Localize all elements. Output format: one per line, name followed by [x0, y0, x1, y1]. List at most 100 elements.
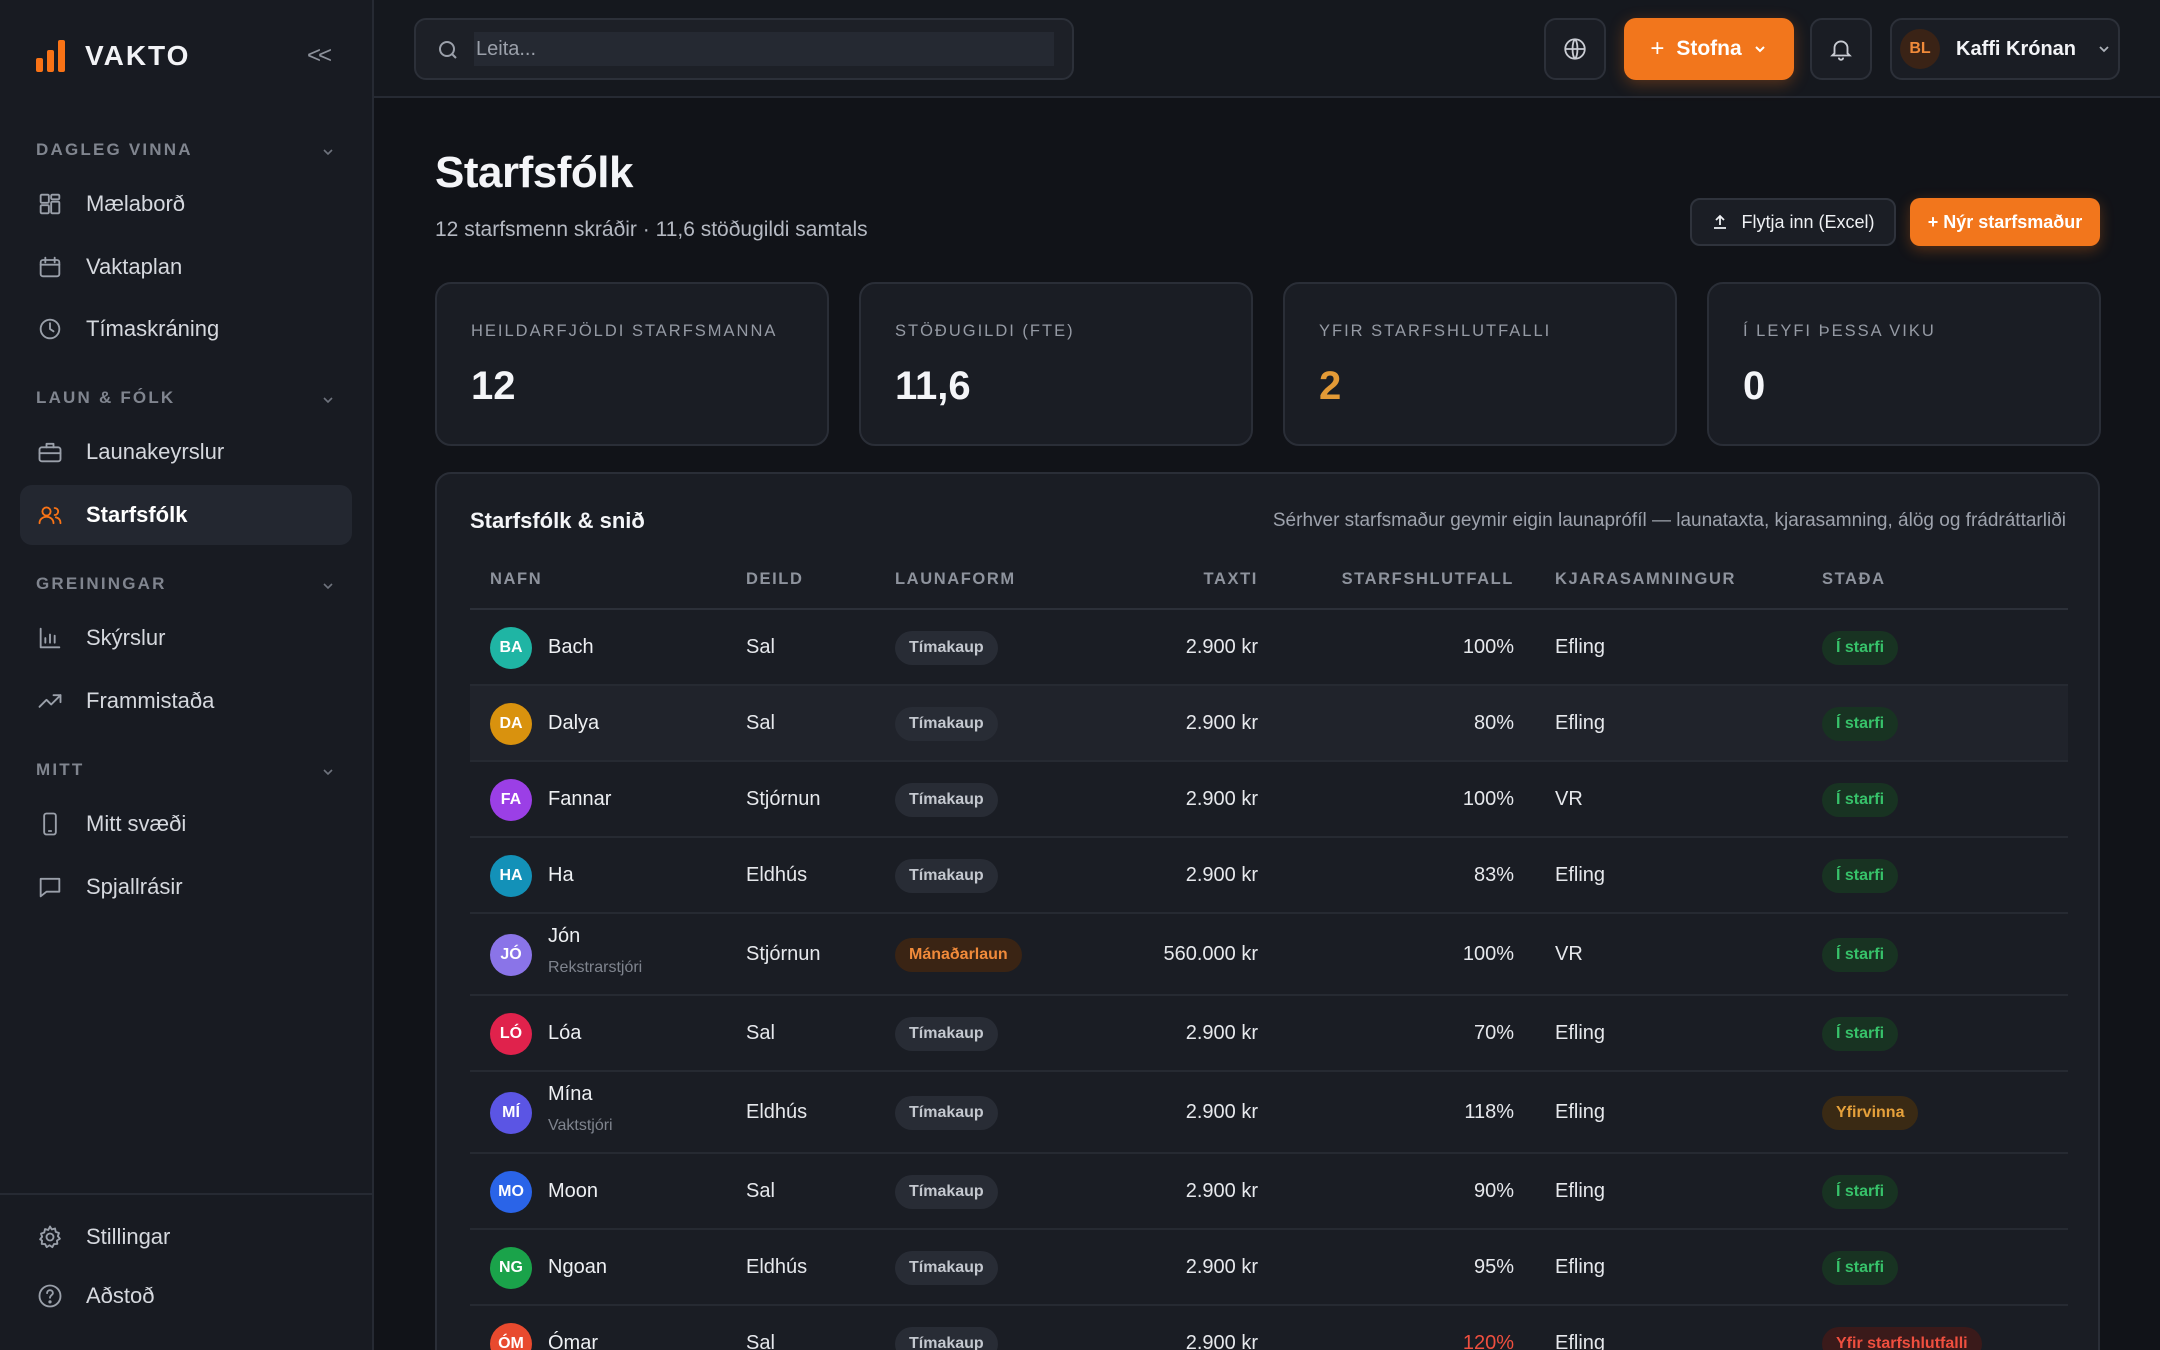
table-row[interactable]: ÓM Ómar Sal Tímakaup 2.900 kr 120% Efling Yfir …: [470, 1306, 2068, 1350]
department: Sal: [746, 1332, 775, 1350]
help-icon: [38, 1284, 62, 1308]
payform-badge: Tímakaup: [895, 1017, 998, 1051]
search-icon: [439, 41, 457, 59]
avatar: DA: [490, 703, 532, 745]
sidebar-item-0-2[interactable]: Tímaskráning: [20, 299, 352, 359]
table-row[interactable]: NG Ngoan Eldhús Tímakaup 2.900 kr 95% Efling Í …: [470, 1230, 2068, 1306]
page-title: Starfsfólk: [435, 148, 633, 197]
employee-name[interactable]: Mína: [548, 1083, 593, 1105]
column-header-dept[interactable]: DEILD: [746, 570, 804, 588]
language-button[interactable]: [1544, 18, 1606, 80]
sidebar-item-label: Launakeyrslur: [86, 439, 225, 464]
import-excel-label: Flytja inn (Excel): [1741, 211, 1875, 232]
create-button[interactable]: + Stofna: [1624, 18, 1794, 80]
employee-name[interactable]: Fannar: [548, 788, 612, 810]
column-header-payform[interactable]: LAUNAFORM: [895, 570, 1016, 588]
sidebar-footer-item-0[interactable]: Stillingar: [20, 1207, 352, 1267]
section-label: MITT: [36, 760, 85, 779]
table-row[interactable]: BA Bach Sal Tímakaup 2.900 kr 100% Efling Í sta…: [470, 610, 2068, 686]
column-header-status[interactable]: STAÐA: [1822, 570, 1886, 588]
table-row[interactable]: MÍ Mína Vaktstjóri Eldhús Tímakaup 2.900 kr 11…: [470, 1072, 2068, 1154]
employee-name[interactable]: Lóa: [548, 1022, 582, 1044]
search-input[interactable]: [474, 32, 1054, 66]
briefcase-icon: [38, 442, 62, 463]
fte: 118%: [1464, 1101, 1514, 1123]
payform-badge: Tímakaup: [895, 1251, 998, 1285]
brand-logo[interactable]: VAKTO: [36, 36, 190, 76]
payform-badge: Tímakaup: [895, 631, 998, 665]
department: Eldhús: [746, 864, 808, 886]
sidebar-section-0[interactable]: DAGLEG VINNA: [36, 140, 336, 164]
fte: 100%: [1462, 943, 1514, 965]
import-excel-button[interactable]: Flytja inn (Excel): [1690, 198, 1896, 246]
sidebar-item-label: Tímaskráning: [86, 316, 220, 341]
employee-name[interactable]: Moon: [548, 1180, 599, 1202]
column-header-fte[interactable]: STARFSHLUTFALL: [1341, 570, 1514, 588]
table-row[interactable]: HA Ha Eldhús Tímakaup 2.900 kr 83% Efling Í sta…: [470, 838, 2068, 914]
new-employee-button[interactable]: + Nýr starfsmaður: [1910, 198, 2100, 246]
status-badge: Í starfi: [1822, 1251, 1899, 1285]
sidebar: VAKTO << DAGLEG VINNA Mælaborð Vaktaplan Tí…: [0, 0, 374, 1350]
avatar: BA: [490, 627, 532, 669]
sidebar-item-2-1[interactable]: Frammistaða: [20, 671, 352, 731]
employee-name[interactable]: Ha: [548, 864, 574, 886]
collapse-sidebar-icon[interactable]: <<: [306, 42, 332, 69]
column-header-rate[interactable]: TAXTI: [1203, 570, 1258, 588]
status-badge: Í starfi: [1822, 938, 1899, 972]
sidebar-item-1-0[interactable]: Launakeyrslur: [20, 422, 352, 482]
stat-value: 12: [471, 364, 516, 408]
clock-icon: [39, 318, 61, 340]
employee-name[interactable]: Ómar: [548, 1332, 598, 1350]
table-row[interactable]: DA Dalya Sal Tímakaup 2.900 kr 80% Efling Í sta…: [470, 686, 2068, 762]
avatar: HA: [490, 855, 532, 897]
dashboard-icon: [39, 193, 61, 215]
sidebar-item-label: Frammistaða: [86, 687, 215, 713]
account-menu-button[interactable]: BL Kaffi Krónan: [1890, 18, 2120, 80]
bell-icon: [1830, 40, 1852, 61]
agreement: Efling: [1555, 636, 1606, 658]
gear-icon: [39, 1225, 61, 1249]
sidebar-section-3[interactable]: MITT: [36, 760, 336, 784]
fte: 95%: [1473, 1256, 1514, 1278]
stat-value: 11,6: [895, 364, 971, 408]
sidebar-section-1[interactable]: LAUN & FÓLK: [36, 388, 336, 412]
table-row[interactable]: JÓ Jón Rekstrarstjóri Stjórnun Mánaðarlaun 56…: [470, 914, 2068, 996]
sidebar-item-1-1[interactable]: Starfsfólk: [20, 484, 352, 545]
fte: 120%: [1462, 1332, 1514, 1350]
sidebar-item-0-0[interactable]: Mælaborð: [20, 174, 352, 234]
sidebar-item-label: Vaktaplan: [86, 253, 183, 279]
table-row[interactable]: LÓ Lóa Sal Tímakaup 2.900 kr 70% Efling Í starf…: [470, 996, 2068, 1072]
sidebar-item-3-1[interactable]: Spjallrásir: [20, 857, 352, 917]
fte: 90%: [1473, 1180, 1514, 1202]
table-row[interactable]: FA Fannar Stjórnun Tímakaup 2.900 kr 100% VR Í …: [470, 762, 2068, 838]
stat-label: YFIR STARFSHLUTFALLI: [1319, 322, 1552, 340]
status-badge: Í starfi: [1822, 707, 1899, 741]
sidebar-item-3-0[interactable]: Mitt svæði: [20, 794, 352, 854]
employee-name[interactable]: Dalya: [548, 712, 600, 734]
sidebar-item-0-1[interactable]: Vaktaplan: [20, 237, 352, 297]
trend-line-icon: [38, 693, 62, 708]
notifications-button[interactable]: [1810, 18, 1872, 80]
employee-name[interactable]: Jón: [548, 925, 581, 947]
fte: 100%: [1462, 636, 1514, 658]
avatar: JÓ: [490, 934, 532, 976]
stat-card: STÖÐUGILDI (FTE) 11,6: [859, 282, 1253, 446]
search-box[interactable]: [414, 18, 1074, 80]
employee-name[interactable]: Bach: [548, 636, 594, 658]
payform-badge: Tímakaup: [895, 1327, 998, 1350]
page-subtitle: 12 starfsmenn skráðir · 11,6 stöðugildi …: [435, 218, 868, 241]
column-header-agreement[interactable]: KJARASAMNINGUR: [1555, 570, 1736, 588]
agreement: Efling: [1555, 1256, 1606, 1278]
department: Sal: [746, 1180, 775, 1202]
sidebar-footer-item-1[interactable]: Aðstoð: [20, 1266, 352, 1326]
sidebar-section-2[interactable]: GREININGAR: [36, 574, 336, 598]
bar-chart-icon: [39, 627, 61, 649]
upload-icon: [1714, 214, 1727, 229]
chevron-down-icon: [323, 583, 333, 590]
table-row[interactable]: MO Moon Sal Tímakaup 2.900 kr 90% Efling Í star…: [470, 1154, 2068, 1230]
department: Stjórnun: [746, 788, 821, 810]
avatar: NG: [490, 1247, 532, 1289]
employee-name[interactable]: Ngoan: [548, 1256, 607, 1278]
sidebar-item-2-0[interactable]: Skýrslur: [20, 608, 352, 668]
column-header-name[interactable]: NAFN: [490, 570, 543, 588]
